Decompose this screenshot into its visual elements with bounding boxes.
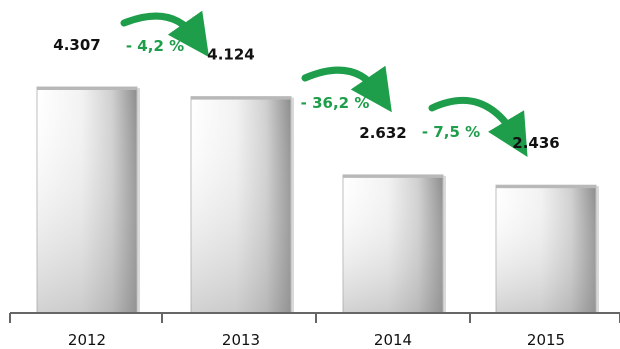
value-label: 4.124 bbox=[207, 46, 254, 64]
labels-layer: 4.307 4.124 2.632 2.436 - 4,2 % - 36,2 % - 7,5… bbox=[53, 36, 559, 152]
value-label: 2.632 bbox=[359, 124, 406, 142]
change-arrow-icon bbox=[120, 10, 210, 58]
value-label: 2.436 bbox=[512, 134, 559, 152]
x-tick-label: 2013 bbox=[222, 331, 260, 349]
bar-top-edge bbox=[191, 96, 291, 100]
bars-layer bbox=[36, 86, 599, 314]
x-tick-label: 2012 bbox=[68, 331, 106, 349]
bar-2015 bbox=[495, 184, 599, 314]
bar-top-edge bbox=[343, 174, 443, 178]
bar-top-edge bbox=[37, 87, 137, 90]
bar-shading bbox=[191, 96, 291, 313]
bar-2014 bbox=[342, 174, 446, 314]
x-axis: 2012 2013 2014 2015 bbox=[9, 312, 620, 349]
bar-shading bbox=[496, 185, 596, 313]
x-tick-label: 2014 bbox=[374, 331, 412, 349]
x-tick-label: 2015 bbox=[527, 331, 565, 349]
bar-shading bbox=[37, 87, 137, 313]
change-arrow-icon bbox=[301, 65, 392, 113]
change-label: - 36,2 % bbox=[301, 94, 370, 112]
bar-top-edge bbox=[496, 185, 596, 189]
change-arrows-layer bbox=[120, 10, 528, 158]
change-label: - 7,5 % bbox=[422, 123, 480, 141]
bar-2013 bbox=[190, 96, 294, 314]
bar-2012 bbox=[36, 86, 140, 314]
change-arrow-icon bbox=[428, 97, 528, 158]
value-label: 4.307 bbox=[53, 36, 100, 54]
change-label: - 4,2 % bbox=[126, 37, 184, 55]
bar-shading bbox=[343, 174, 443, 313]
